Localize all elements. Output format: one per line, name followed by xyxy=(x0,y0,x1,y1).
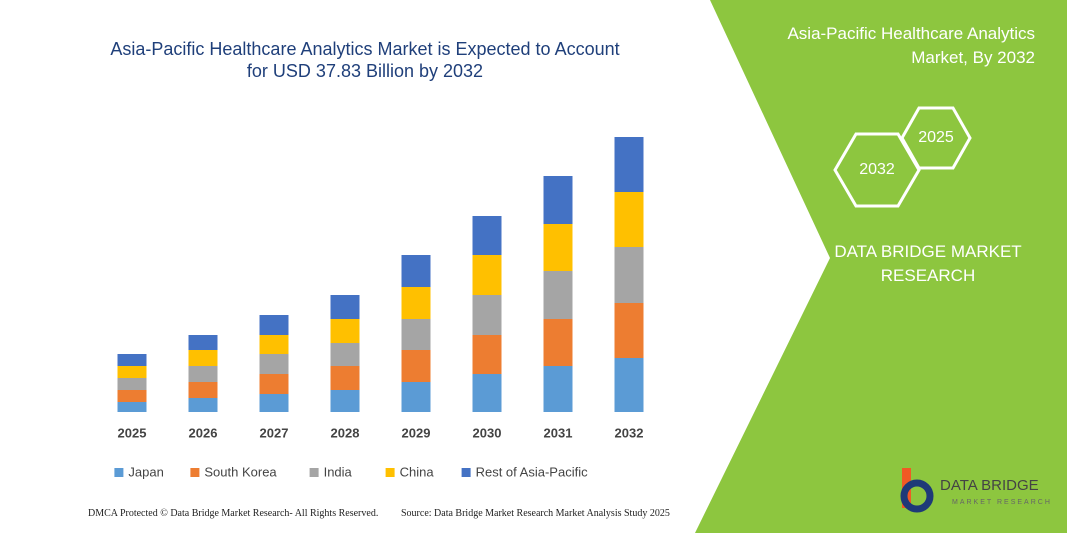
bar-segment xyxy=(401,255,431,287)
legend-label: India xyxy=(324,464,353,479)
bar-segment xyxy=(401,287,431,319)
brand: DATA BRIDGE MARKET RESEARCH xyxy=(834,242,1022,285)
bar-segment xyxy=(188,350,218,366)
hexagon-label: 2032 xyxy=(859,161,895,178)
x-tick-label: 2027 xyxy=(260,425,289,440)
bar-segment xyxy=(330,343,360,366)
bar-segment xyxy=(259,394,289,412)
bar-segment xyxy=(543,319,573,366)
bar-segment xyxy=(259,315,289,335)
chart-title: Asia-Pacific Healthcare Analytics Market… xyxy=(110,39,620,81)
legend-swatch xyxy=(385,468,395,477)
x-tick-label: 2032 xyxy=(615,425,644,440)
bar-segment xyxy=(614,137,644,192)
x-tick-label: 2026 xyxy=(189,425,218,440)
side-title: Asia-Pacific Healthcare Analytics Market… xyxy=(787,24,1035,67)
bar-segment xyxy=(401,350,431,382)
bar-segment xyxy=(543,366,573,412)
bar-segment xyxy=(188,366,218,382)
bar-segment xyxy=(614,247,644,303)
footer-copyright: DMCA Protected © Data Bridge Market Rese… xyxy=(88,508,379,519)
x-tick-label: 2028 xyxy=(331,425,360,440)
bar-segment xyxy=(188,398,218,412)
logo-tagline: MARKET RESEARCH xyxy=(952,499,1052,506)
bar-segment xyxy=(259,374,289,394)
bar-segment xyxy=(472,295,502,335)
bar-segment xyxy=(614,303,644,358)
bar-segment xyxy=(472,216,502,255)
legend-swatch xyxy=(309,468,319,477)
x-tick-label: 2029 xyxy=(402,425,431,440)
bar-segment xyxy=(401,382,431,412)
footer-source: Source: Data Bridge Market Research Mark… xyxy=(401,508,670,519)
bar-segment xyxy=(117,402,147,412)
legend-label: South Korea xyxy=(204,464,277,479)
side-panel-bg xyxy=(695,0,1067,533)
logo-name: DATA BRIDGE xyxy=(940,477,1039,494)
bar-segment xyxy=(614,358,644,412)
x-tick-label: 2030 xyxy=(473,425,502,440)
hexagon xyxy=(900,106,972,170)
bar-segment xyxy=(543,224,573,271)
x-tick-label: 2031 xyxy=(544,425,573,440)
logo-icon xyxy=(900,468,934,513)
bar-segment xyxy=(117,366,147,378)
bar-segment xyxy=(543,176,573,224)
bar-segment xyxy=(330,295,360,319)
bar-segment xyxy=(401,319,431,350)
legend-label: Rest of Asia-Pacific xyxy=(476,464,588,479)
bar-segment xyxy=(472,255,502,295)
bar-segment xyxy=(330,390,360,412)
bar-segment xyxy=(188,335,218,350)
bar-segment xyxy=(259,335,289,354)
bar-segment xyxy=(117,354,147,366)
bar-segment xyxy=(472,374,502,412)
bar-segment xyxy=(330,366,360,390)
bar-segment xyxy=(330,319,360,343)
bar-segment xyxy=(614,192,644,247)
bar-segment xyxy=(117,378,147,390)
legend-label: China xyxy=(400,464,435,479)
legend-swatch xyxy=(190,468,200,477)
hexagon-label: 2025 xyxy=(918,129,954,146)
bar-segment xyxy=(543,271,573,319)
legend-swatch xyxy=(461,468,471,477)
bar-segment xyxy=(188,382,218,398)
legend-swatch xyxy=(114,468,124,477)
legend-label: Japan xyxy=(128,464,163,479)
bar-segment xyxy=(472,335,502,374)
bar-segment xyxy=(117,390,147,402)
x-tick-label: 2025 xyxy=(118,425,147,440)
bar-segment xyxy=(259,354,289,374)
hexagon xyxy=(833,132,921,208)
